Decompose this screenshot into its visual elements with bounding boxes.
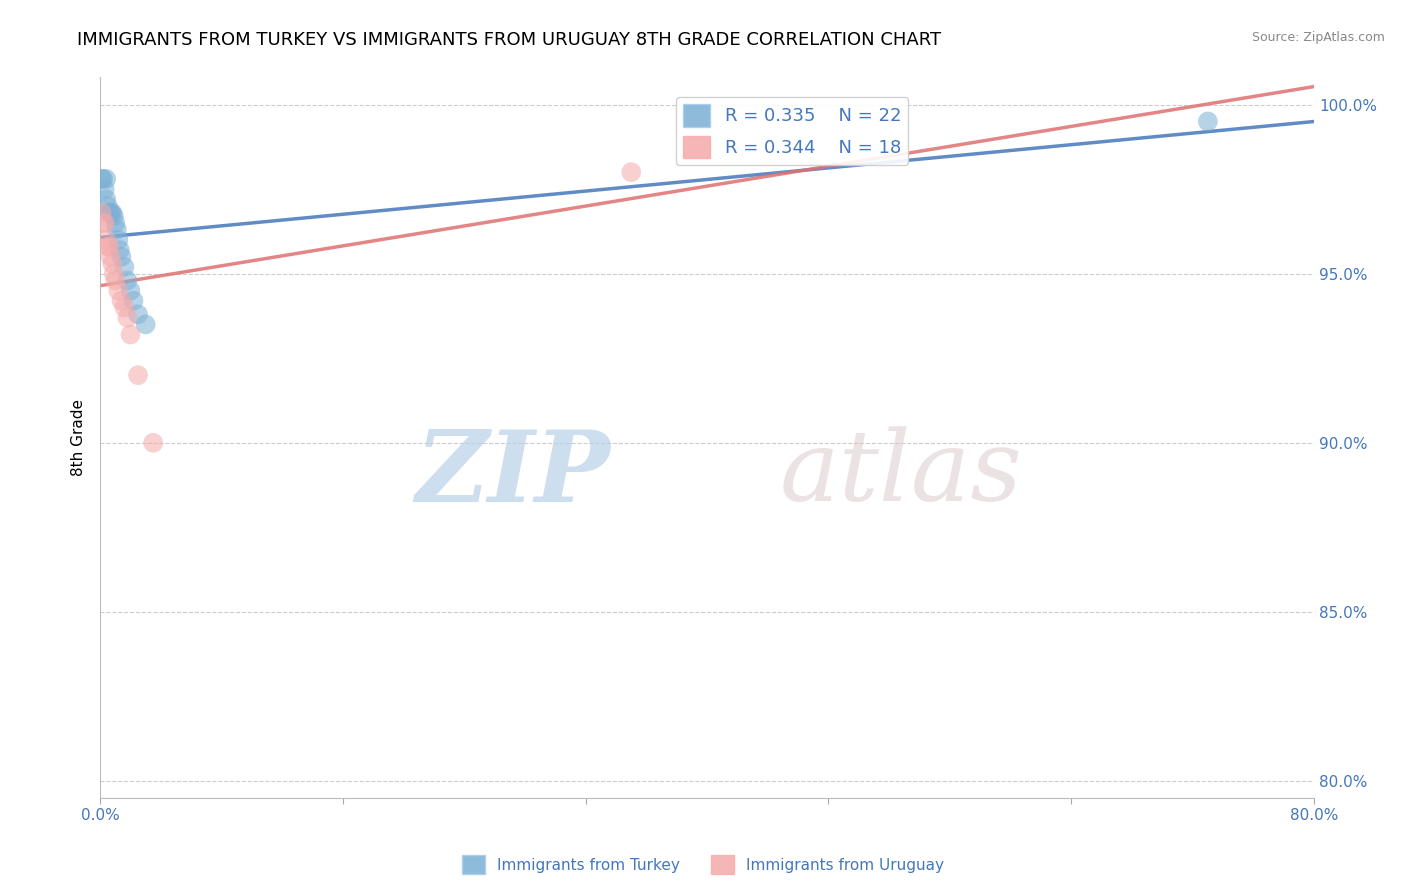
Point bbox=[620, 165, 643, 179]
Point bbox=[120, 327, 142, 342]
Point bbox=[96, 233, 118, 247]
Point bbox=[100, 250, 122, 264]
Point bbox=[100, 206, 122, 220]
Point bbox=[97, 199, 120, 213]
Point bbox=[107, 284, 129, 298]
Point bbox=[90, 206, 112, 220]
Point bbox=[101, 256, 124, 270]
Text: IMMIGRANTS FROM TURKEY VS IMMIGRANTS FROM URUGUAY 8TH GRADE CORRELATION CHART: IMMIGRANTS FROM TURKEY VS IMMIGRANTS FRO… bbox=[77, 31, 942, 49]
Point bbox=[93, 182, 115, 196]
Point bbox=[96, 192, 118, 206]
Legend: R = 0.335    N = 22, R = 0.344    N = 18: R = 0.335 N = 22, R = 0.344 N = 18 bbox=[676, 97, 908, 165]
Point bbox=[91, 216, 114, 230]
Text: atlas: atlas bbox=[780, 426, 1022, 522]
Text: ZIP: ZIP bbox=[415, 425, 610, 522]
Point bbox=[110, 250, 132, 264]
Point bbox=[127, 368, 149, 383]
Legend: Immigrants from Turkey, Immigrants from Uruguay: Immigrants from Turkey, Immigrants from … bbox=[456, 849, 950, 880]
Y-axis label: 8th Grade: 8th Grade bbox=[72, 400, 86, 476]
Point bbox=[105, 222, 128, 236]
Point bbox=[117, 273, 139, 287]
Point bbox=[98, 239, 121, 253]
Point bbox=[96, 172, 118, 186]
Point bbox=[107, 233, 129, 247]
Text: Source: ZipAtlas.com: Source: ZipAtlas.com bbox=[1251, 31, 1385, 45]
Point bbox=[103, 209, 125, 223]
Point bbox=[117, 310, 139, 325]
Point bbox=[104, 273, 127, 287]
Point bbox=[91, 172, 114, 186]
Point bbox=[135, 318, 157, 332]
Point bbox=[142, 435, 165, 450]
Point bbox=[112, 301, 135, 315]
Point bbox=[90, 172, 112, 186]
Point bbox=[98, 206, 121, 220]
Point bbox=[103, 267, 125, 281]
Point bbox=[97, 239, 120, 253]
Point bbox=[104, 216, 127, 230]
Point bbox=[108, 243, 131, 257]
Point bbox=[101, 206, 124, 220]
Point bbox=[122, 293, 145, 308]
Point bbox=[127, 307, 149, 321]
Point bbox=[112, 260, 135, 274]
Point bbox=[1197, 114, 1219, 128]
Point bbox=[110, 293, 132, 308]
Point bbox=[120, 284, 142, 298]
Point bbox=[93, 216, 115, 230]
